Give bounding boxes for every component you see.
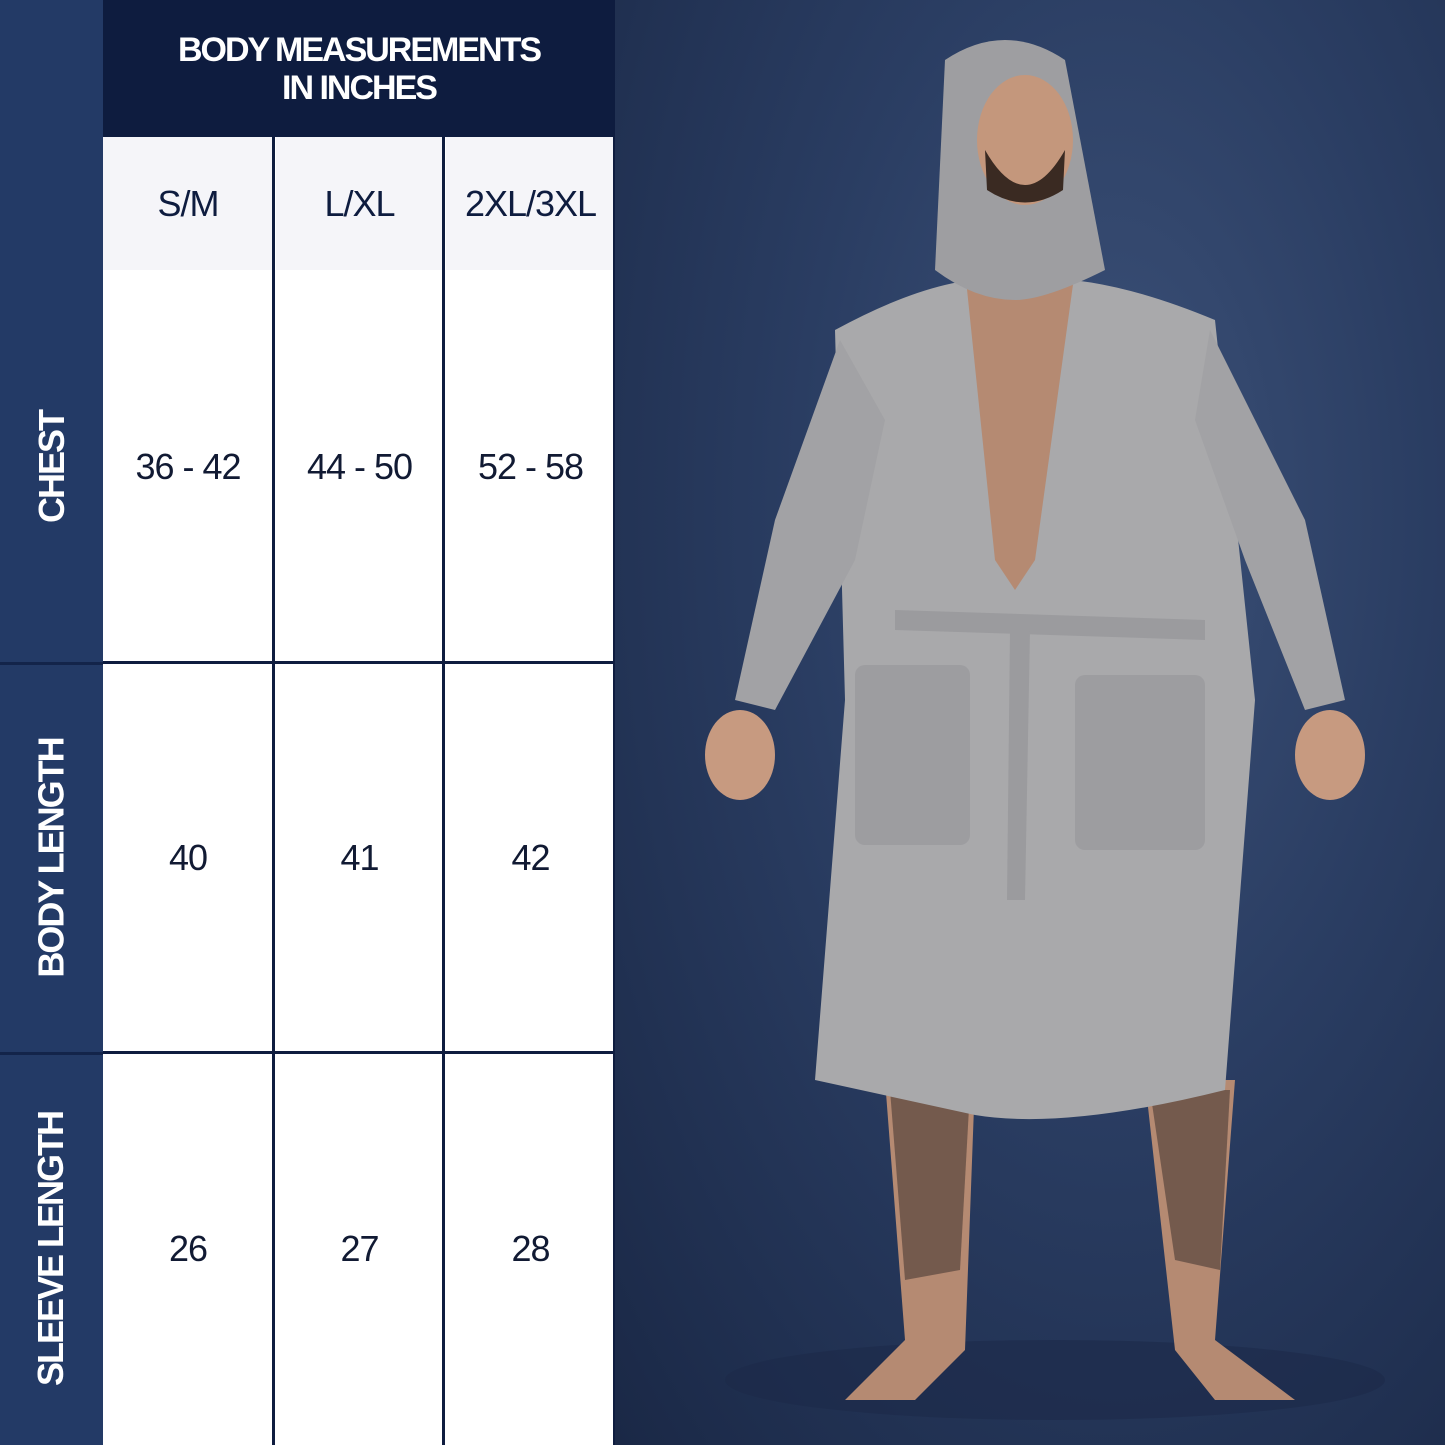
divider — [0, 662, 103, 665]
grid-line — [103, 1051, 615, 1054]
row-label-body-length: BODY LENGTH — [0, 663, 103, 1053]
column-header-lxl: L/XL — [276, 137, 443, 270]
table-cell: 52 - 58 — [477, 445, 584, 487]
title-line-2: IN INCHES — [282, 68, 438, 107]
table-cell: 26 — [168, 1228, 208, 1269]
table-title: BODY MEASUREMENTS IN INCHES — [103, 0, 615, 137]
row-label-text: CHEST — [30, 410, 72, 523]
grid-line — [613, 137, 616, 1445]
grid-line — [442, 137, 445, 1445]
model-in-robe-image — [705, 40, 1385, 1420]
table-cell: 36 - 42 — [135, 445, 241, 487]
column-header-sm: S/M — [103, 137, 273, 270]
row-label-text: BODY LENGTH — [30, 738, 72, 978]
table-cell: 44 - 50 — [306, 445, 413, 487]
table-cell: 42 — [511, 837, 550, 878]
table-cell: 40 — [168, 837, 208, 878]
table-cell: 27 — [340, 1228, 379, 1269]
column-header-2xl3xl: 2XL/3XL — [446, 137, 615, 270]
table-cell: 41 — [340, 837, 379, 878]
row-label-chest: CHEST — [0, 270, 103, 663]
grid-line — [272, 137, 275, 1445]
table-cell: 28 — [511, 1228, 550, 1269]
grid-line — [103, 661, 615, 664]
title-line-1: BODY MEASUREMENTS — [177, 30, 542, 69]
row-label-column — [0, 0, 103, 1445]
product-photo — [615, 0, 1445, 1445]
divider — [0, 1052, 103, 1055]
row-label-sleeve-length: SLEEVE LENGTH — [0, 1053, 103, 1445]
row-label-text: SLEEVE LENGTH — [30, 1111, 72, 1387]
